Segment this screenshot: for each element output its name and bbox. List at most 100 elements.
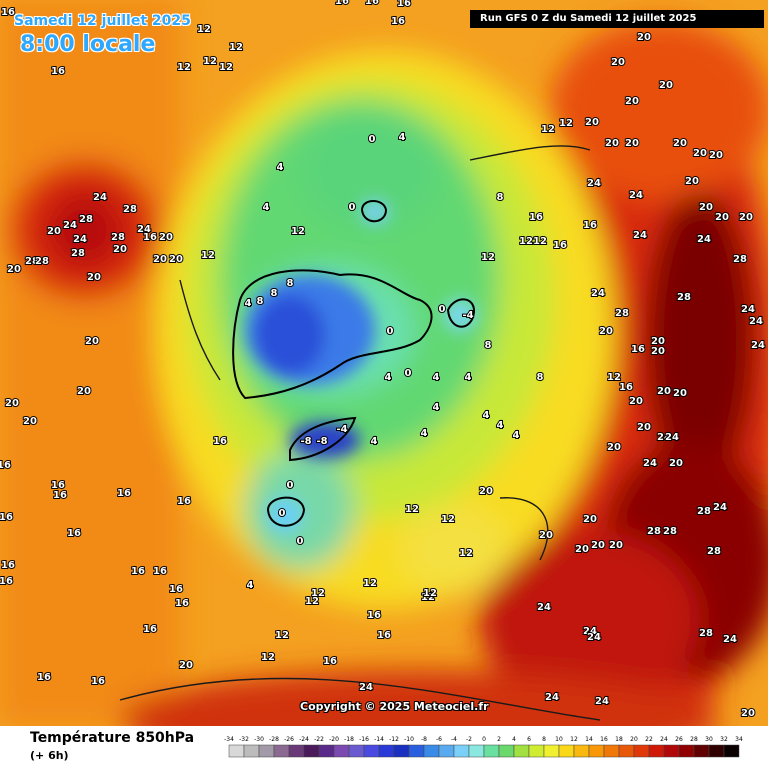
isotherm-value-label: 24 [741, 304, 755, 315]
isotherm-value-label: 16 [51, 480, 65, 491]
isotherm-value-label: 20 [583, 514, 597, 525]
isotherm-value-label: 8 [257, 296, 264, 307]
isotherm-value-label: 20 [685, 176, 699, 187]
isotherm-value-label: 20 [159, 232, 173, 243]
isotherm-value-label: 24 [93, 192, 107, 203]
scale-swatch [498, 744, 515, 758]
isotherm-value-label: 20 [87, 272, 101, 283]
isotherm-value-label: 24 [63, 220, 77, 231]
isotherm-value-label: 16 [367, 610, 381, 621]
isotherm-value-label: 12 [229, 42, 243, 53]
scale-tick-label: -22 [314, 736, 324, 743]
scale-tick-label: 0 [482, 736, 486, 743]
isotherm-value-label: 4 [263, 202, 270, 213]
isotherm-value-label: 20 [611, 57, 625, 68]
scale-tick-label: -30 [254, 736, 264, 743]
scale-swatch [408, 744, 425, 758]
isotherm-value-label: 20 [113, 244, 127, 255]
isotherm-value-label: 0 [405, 368, 412, 379]
isotherm-value-label: 16 [51, 66, 65, 77]
isotherm-value-label: 20 [637, 422, 651, 433]
isotherm-value-label: 12 [261, 652, 275, 663]
isotherm-value-label: 28 [677, 292, 691, 303]
scale-swatch [573, 744, 590, 758]
isotherm-value-label: 28 [25, 256, 39, 267]
scale-tick-label: -26 [284, 736, 294, 743]
scale-tick-label: -28 [269, 736, 279, 743]
isotherm-value-label: 16 [67, 528, 81, 539]
cold-cores [245, 200, 476, 533]
scale-swatch [723, 744, 740, 758]
isotherm-value-label: 12 [311, 588, 325, 599]
isotherm-value-label: 20 [637, 32, 651, 43]
scale-swatch [303, 744, 320, 758]
scale-swatch [423, 744, 440, 758]
scale-swatch [288, 744, 305, 758]
isotherm-value-label: 20 [699, 202, 713, 213]
isotherm-value-label: 12 [203, 56, 217, 67]
isotherm-value-label: 12 [559, 118, 573, 129]
isotherm-value-label: 28 [79, 214, 93, 225]
isotherm-value-label: 20 [77, 386, 91, 397]
isotherm-value-label: 20 [669, 458, 683, 469]
scale-tick-label: 20 [630, 736, 638, 743]
isotherm-value-label: 28 [71, 248, 85, 259]
isotherm-value-label: -4 [462, 310, 473, 321]
scale-swatch [588, 744, 605, 758]
isotherm-value-label: 16 [53, 490, 67, 501]
zero-isotherm [232, 269, 433, 400]
isotherm-value-label: 12 [607, 372, 621, 383]
scale-swatch [243, 744, 260, 758]
scale-swatch [483, 744, 500, 758]
isotherm-value-label: 4 [483, 410, 490, 421]
scale-tick-label: -8 [421, 736, 427, 743]
isotherm-value-label: 20 [741, 708, 755, 719]
isotherm-value-label: 20 [673, 138, 687, 149]
scale-swatch [393, 744, 410, 758]
isotherm-value-label: 0 [287, 480, 294, 491]
scale-swatch [333, 744, 350, 758]
isotherm-value-label: 4 [399, 132, 406, 143]
isotherm-value-label: 16 [213, 436, 227, 447]
isotherm-value-label: 16 [583, 220, 597, 231]
isotherm-value-label: 16 [397, 0, 411, 9]
scale-tick-label: 26 [675, 736, 683, 743]
scale-tick-label: 16 [600, 736, 608, 743]
isotherm-value-label: 12 [481, 252, 495, 263]
isotherm-value-label: 20 [599, 326, 613, 337]
scale-swatch [378, 744, 395, 758]
isotherm-value-label: 0 [297, 536, 304, 547]
scale-tick-label: 30 [705, 736, 713, 743]
isotherm-value-label: 24 [643, 458, 657, 469]
isotherm-value-label: 20 [591, 540, 605, 551]
isotherm-value-label: -8 [316, 436, 327, 447]
scale-swatch [663, 744, 680, 758]
isotherm-value-label: 20 [539, 530, 553, 541]
isotherm-value-label: 12 [305, 596, 319, 607]
isotherm-value-label: 20 [659, 80, 673, 91]
isotherm-value-label: 16 [177, 496, 191, 507]
isotherm-value-label: 24 [587, 178, 601, 189]
scale-tick-label: -24 [299, 736, 309, 743]
isotherm-value-label: 16 [631, 344, 645, 355]
isotherm-value-label: 4 [465, 372, 472, 383]
isotherm-value-label: 4 [421, 428, 428, 439]
scale-tick-label: -14 [374, 736, 384, 743]
scale-swatch [693, 744, 710, 758]
isotherm-value-label: 24 [723, 634, 737, 645]
isotherm-value-label: 24 [591, 288, 605, 299]
isotherm-value-label: 12 [201, 250, 215, 261]
forecast-date: Samedi 12 juillet 2025 [14, 13, 191, 29]
scale-tick-label: 18 [615, 736, 623, 743]
scale-swatch [363, 744, 380, 758]
parameter-title: Température 850hPa [30, 730, 195, 746]
scale-swatch [678, 744, 695, 758]
isotherm-value-label: 24 [595, 696, 609, 707]
isotherm-value-label: 16 [619, 382, 633, 393]
scale-swatch [348, 744, 365, 758]
isotherm-value-label: 4 [433, 402, 440, 413]
isotherm-value-label: 16 [553, 240, 567, 251]
scale-swatch [273, 744, 290, 758]
isotherm-value-label: 4 [385, 372, 392, 383]
isotherm-value-label: 16 [169, 584, 183, 595]
